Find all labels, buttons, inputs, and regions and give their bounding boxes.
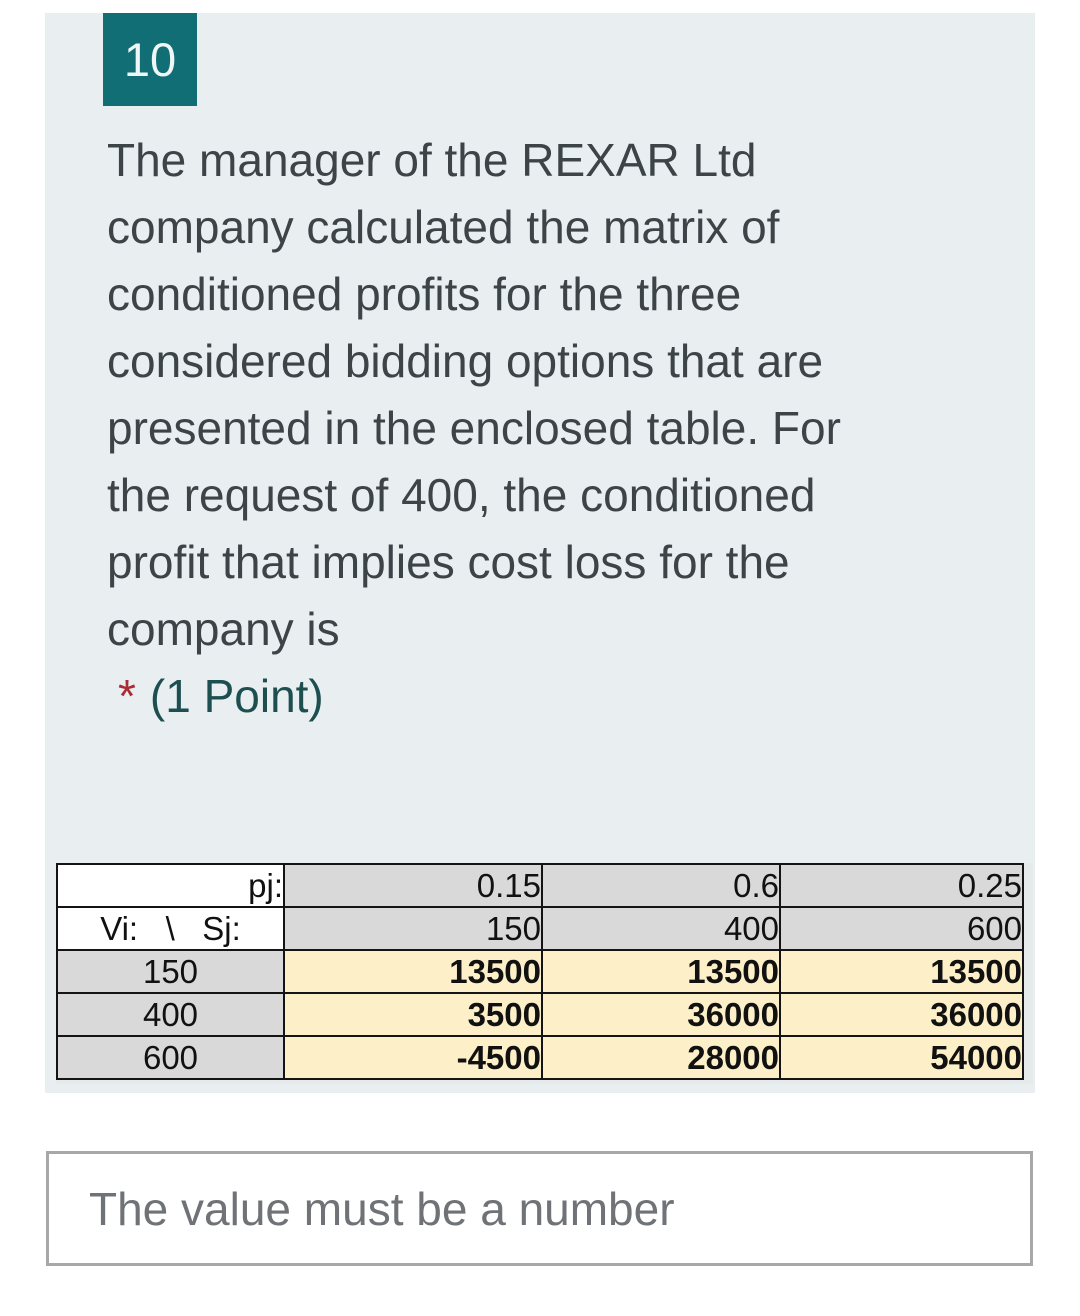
profit-cell: 13500	[283, 949, 543, 994]
table-row-bid-150: 150 13500 13500 13500	[56, 949, 1024, 994]
corner-pj-cell: pj:	[56, 863, 285, 908]
profit-cell: 28000	[541, 1035, 781, 1080]
profit-cell: 3500	[283, 992, 543, 1037]
required-asterisk: *	[118, 670, 136, 722]
profit-matrix-image: pj: 0.15 0.6 0.25 Vi: \ Sj: 150 400 600 …	[56, 863, 1033, 1084]
probability-cell: 0.6	[541, 863, 781, 908]
request-header-cell: 400	[541, 906, 781, 951]
probability-cell: 0.25	[779, 863, 1024, 908]
question-number-badge: 10	[103, 13, 197, 106]
profit-cell: 36000	[541, 992, 781, 1037]
table-row-bid-600: 600 -4500 28000 54000	[56, 1035, 1024, 1080]
question-text: The manager of the REXAR Ltd company cal…	[107, 134, 841, 655]
table-row-requests: Vi: \ Sj: 150 400 600	[56, 906, 1024, 951]
request-header-cell: 150	[283, 906, 543, 951]
profit-cell: -4500	[283, 1035, 543, 1080]
points-line: * (1 Point)	[107, 663, 324, 730]
bid-label-cell: 150	[56, 949, 285, 994]
question-card: 10 The manager of the REXAR Ltd company …	[45, 13, 1035, 1093]
corner-vi-sj-cell: Vi: \ Sj:	[56, 906, 285, 951]
profit-matrix-table: pj: 0.15 0.6 0.25 Vi: \ Sj: 150 400 600 …	[56, 863, 1024, 1080]
profit-cell: 13500	[779, 949, 1024, 994]
bid-label-cell: 400	[56, 992, 285, 1037]
profit-cell: 13500	[541, 949, 781, 994]
table-row-bid-400: 400 3500 36000 36000	[56, 992, 1024, 1037]
table-row-pj: pj: 0.15 0.6 0.25	[56, 863, 1024, 908]
request-header-cell: 600	[779, 906, 1024, 951]
probability-cell: 0.15	[283, 863, 543, 908]
profit-cell: 54000	[779, 1035, 1024, 1080]
bid-label-cell: 600	[56, 1035, 285, 1080]
answer-input[interactable]	[46, 1151, 1033, 1266]
points-label: (1 Point)	[149, 670, 324, 722]
profit-cell: 36000	[779, 992, 1024, 1037]
